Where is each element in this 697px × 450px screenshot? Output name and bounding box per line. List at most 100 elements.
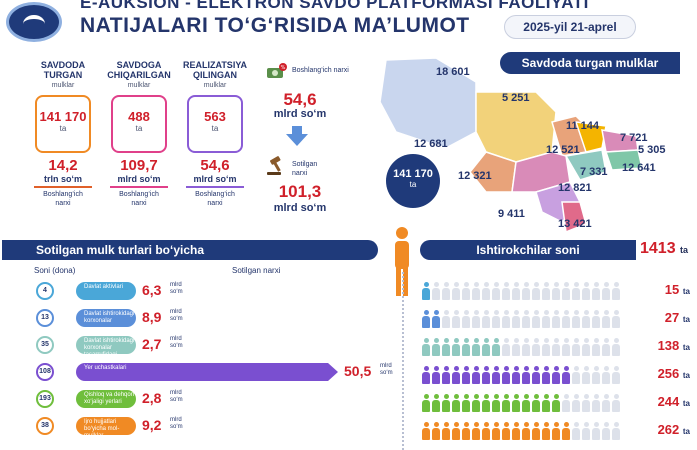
person-icon (572, 338, 580, 356)
person-icon (422, 338, 430, 356)
arrow-down-icon (286, 126, 308, 148)
asset-amount-unit: mlrd so‘m (170, 390, 183, 403)
participant-count-unit: ta (682, 287, 690, 296)
person-icon (422, 282, 430, 300)
date-badge: 2025-yil 21-aprel (504, 15, 636, 39)
money-icon: % (266, 62, 288, 80)
participant-count-unit: ta (682, 343, 690, 352)
start-price-unit: mlrd so‘m (273, 108, 327, 120)
stat-value: 563 (204, 109, 226, 124)
person-icon (472, 282, 480, 300)
region-value: 5 251 (502, 92, 530, 104)
asset-bar: Qishloq va dehqon xo‘jaligi yerlari (76, 390, 136, 408)
assets-price-header: Sotilgan narxi (232, 266, 281, 275)
person-icon (482, 366, 490, 384)
asset-count: 35 (36, 336, 54, 354)
stat-amount-unit: mlrd so‘m (193, 174, 237, 184)
participant-count: 27 ta (640, 310, 690, 325)
participant-count-unit: ta (682, 371, 690, 380)
person-icon (462, 366, 470, 384)
person-icon (512, 366, 520, 384)
stat-amount-unit: mlrd so‘m (117, 174, 161, 184)
person-icon (432, 338, 440, 356)
stat-amount: 109,7 (120, 157, 158, 174)
person-icon (542, 338, 550, 356)
participant-count: 15 ta (640, 282, 690, 297)
person-icon (512, 310, 520, 328)
person-icon (482, 422, 490, 440)
participant-row (422, 366, 620, 384)
person-icon (432, 394, 440, 412)
person-icon (592, 310, 600, 328)
map-title: Savdoda turgan mulklar (500, 52, 680, 74)
asset-bar: Ijro hujjatlari bo‘yicha mol-mulklar (76, 417, 136, 439)
person-icon (472, 310, 480, 328)
region-value: 9 411 (498, 208, 525, 220)
person-icon (422, 310, 430, 328)
person-icon (422, 394, 430, 412)
asset-row: 108 Yer uchastkalari 50,5 mlrd so‘m (36, 361, 393, 383)
person-icon (482, 394, 490, 412)
participant-count: 256 ta (640, 366, 690, 381)
person-icon (482, 338, 490, 356)
asset-row: 38 Ijro hujjatlari bo‘yicha mol-mulklar 9,… (36, 415, 376, 439)
asset-amount: 9,2 (142, 417, 162, 433)
person-icon (582, 394, 590, 412)
person-icon (562, 366, 570, 384)
asset-bar: Yer uchastkalari (76, 363, 338, 381)
sold-price-unit: mlrd so‘m (273, 202, 327, 214)
person-icon (462, 394, 470, 412)
person-icon (542, 366, 550, 384)
participants-list: 15 ta 27 ta 138 ta 256 ta 244 ta 262 ta (422, 282, 692, 450)
sold-price-label: Sotilgan narxi (292, 161, 318, 177)
asset-amount-unit: mlrd so‘m (170, 309, 183, 322)
person-icon (592, 282, 600, 300)
person-icon (572, 366, 580, 384)
person-icon (522, 282, 530, 300)
person-icon (522, 338, 530, 356)
person-icon (462, 422, 470, 440)
stat-sub: mulklar (51, 82, 75, 89)
person-icon (582, 310, 590, 328)
person-icon (452, 394, 460, 412)
person-icon (482, 310, 490, 328)
person-icon (492, 310, 500, 328)
person-icon (602, 366, 610, 384)
person-icon (562, 338, 570, 356)
asset-amount-unit: mlrd so‘m (170, 417, 183, 430)
person-icon (462, 338, 470, 356)
start-price-label: Boshlang‘ich narxi (292, 67, 349, 74)
asset-amount: 6,3 (142, 282, 162, 298)
asset-row: 193 Qishloq va dehqon xo‘jaligi yerlari 2,… (36, 388, 376, 410)
person-icon (422, 422, 430, 440)
person-icon (562, 422, 570, 440)
person-icon (512, 282, 520, 300)
map-total-badge: 141 170 ta (386, 154, 440, 208)
participant-row (422, 422, 620, 440)
person-icon (492, 338, 500, 356)
stat-badge: 141 170 ta (35, 95, 91, 153)
person-icon (612, 394, 620, 412)
person-icon (472, 422, 480, 440)
person-icon (552, 338, 560, 356)
person-icon (502, 394, 510, 412)
stat-head: SAVDOGA CHIQARILGAN (107, 60, 171, 80)
person-icon (532, 282, 540, 300)
person-icon (492, 366, 500, 384)
participants-total-value: 1413 (640, 240, 676, 257)
asset-count: 108 (36, 363, 54, 381)
region-value: 12 821 (558, 182, 592, 194)
person-icon (592, 366, 600, 384)
agency-logo (6, 2, 62, 42)
asset-row: 13 Davlat ishtirokidagi korxonalar 8,9 mlrd… (36, 307, 376, 329)
stat-savdoda: SAVDODA TURGAN mulklar 141 170 ta 14,2 t… (30, 60, 96, 208)
participant-count-value: 15 (664, 282, 683, 297)
page-title-top: E-AUKSION - ELEKTRON SAVDO PLATFORMASI F… (80, 0, 589, 12)
participants-section-header: Ishtirokchilar soni (420, 240, 636, 260)
person-icon (562, 310, 570, 328)
participants-divider (402, 272, 404, 450)
region-value: 12 641 (622, 162, 656, 174)
person-icon (452, 422, 460, 440)
asset-bar: Davlat aktivlari (76, 282, 136, 300)
region-value: 12 521 (546, 144, 580, 156)
